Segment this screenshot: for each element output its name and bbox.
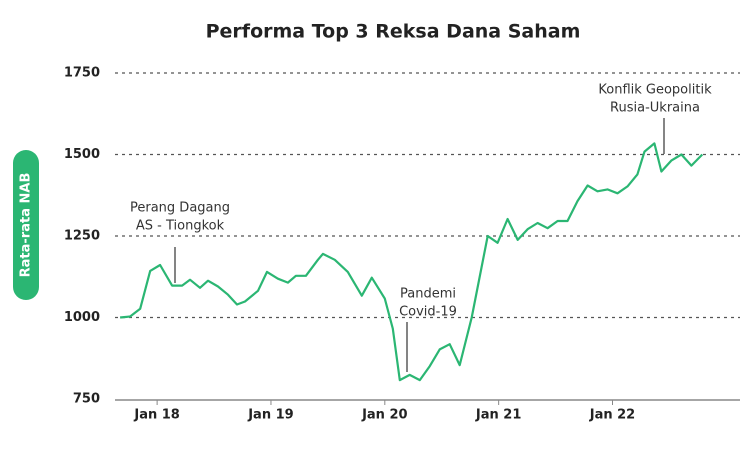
y-tick-label: 1250 bbox=[64, 229, 100, 244]
annotation: Perang Dagang bbox=[130, 201, 230, 216]
y-axis-label: Rata-rata NAB bbox=[19, 173, 34, 278]
annotation: Pandemi bbox=[400, 287, 456, 302]
x-tick-label: Jan 20 bbox=[361, 408, 407, 423]
y-tick-label: 1500 bbox=[64, 147, 100, 162]
x-tick-label: Jan 19 bbox=[247, 408, 293, 423]
x-tick-label: Jan 21 bbox=[475, 408, 521, 423]
annotation: AS - Tiongkok bbox=[136, 219, 225, 234]
chart-title: Performa Top 3 Reksa Dana Saham bbox=[206, 21, 581, 43]
annotation: Rusia-Ukraina bbox=[610, 101, 700, 116]
y-label-pill bbox=[13, 150, 39, 300]
annotation: Covid-19 bbox=[399, 305, 457, 320]
x-tick-label: Jan 22 bbox=[589, 408, 635, 423]
y-tick-label: 1000 bbox=[64, 310, 100, 325]
y-tick-label: 1750 bbox=[64, 66, 100, 81]
annotation: Konflik Geopolitik bbox=[598, 83, 712, 98]
y-tick-label: 750 bbox=[73, 392, 100, 407]
x-tick-label: Jan 18 bbox=[133, 408, 179, 423]
data-line bbox=[119, 142, 704, 382]
